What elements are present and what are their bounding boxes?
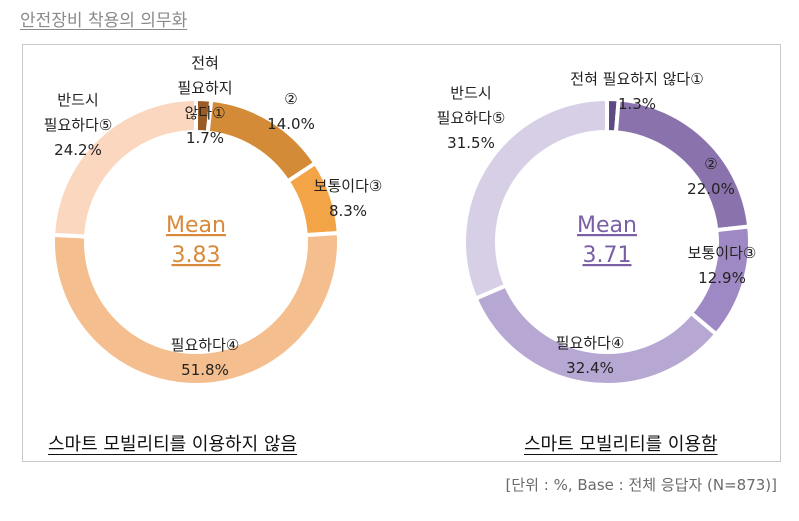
donut-slice: [613, 97, 752, 233]
donut-chart-right: Mean 3.71 전혀 필요하지 않다① 1.3% ② 22.0% 보통이다③ 12.9% 필…: [437, 70, 757, 387]
slice-label: 전혀 필요하지 않다① 1.7%: [177, 54, 232, 147]
donut-slice: [51, 230, 341, 387]
page-title: 안전장비 착용의 의무화: [20, 11, 188, 31]
donut-slice: [284, 160, 341, 238]
donut-chart-left: Mean 3.83 전혀 필요하지 않다① 1.7% ② 14.0% 보통이다③ 8.3% 필요하다…: [44, 54, 383, 387]
slice-label: 필요하다④ 32.4%: [556, 334, 625, 377]
slice-label: 반드시 필요하다⑤ 24.2%: [44, 91, 113, 159]
slice-label: 필요하다④ 51.8%: [171, 336, 240, 379]
slice-label: ② 14.0%: [267, 90, 315, 133]
footnote: [단위 : %, Base : 전체 응답자 (N=873)]: [505, 476, 777, 494]
slice-label: 전혀 필요하지 않다① 1.3%: [570, 70, 703, 113]
donut-slice: [462, 96, 609, 302]
mean-value: 3.83: [172, 243, 221, 268]
slice-label: 보통이다③ 8.3%: [314, 177, 383, 220]
mean-label: Mean: [166, 213, 226, 238]
slice-label: ② 22.0%: [687, 155, 735, 198]
donut-slice: [51, 96, 198, 239]
caption-right: 스마트 모빌리티를 이용함: [524, 434, 718, 455]
slice-label: 보통이다③ 12.9%: [688, 244, 757, 287]
caption-left: 스마트 모빌리티를 이용하지 않음: [48, 434, 298, 455]
slice-label: 반드시 필요하다⑤ 31.5%: [437, 84, 506, 152]
chart-frame: [22, 44, 781, 462]
mean-value: 3.71: [583, 243, 632, 268]
mean-label: Mean: [577, 213, 637, 238]
